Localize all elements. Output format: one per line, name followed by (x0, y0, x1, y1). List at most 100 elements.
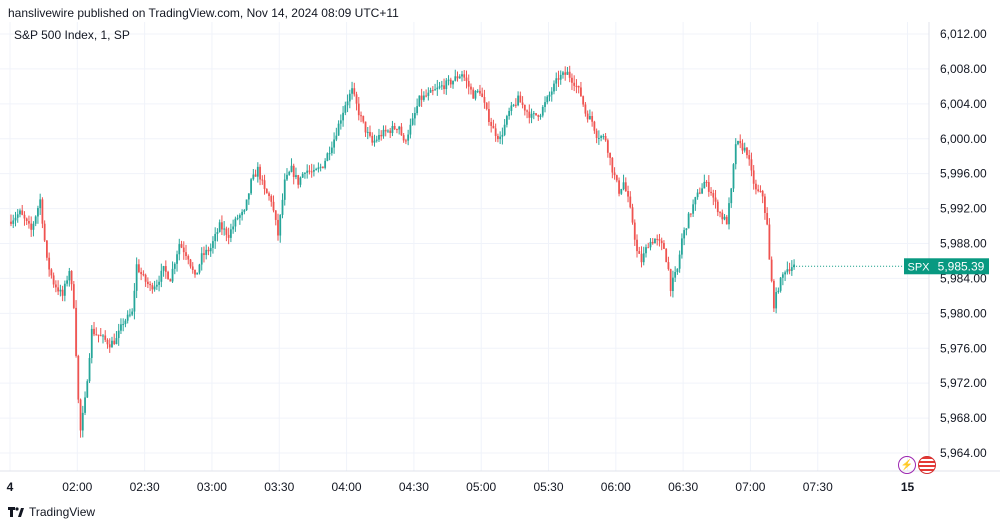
x-tick-label: 05:30 (533, 480, 563, 494)
candle-body (766, 212, 769, 225)
y-tick-label: 5,992.00 (940, 202, 987, 216)
candle-body (582, 96, 585, 105)
candle-body (528, 111, 531, 118)
x-tick-label: 06:00 (601, 480, 631, 494)
candle-body (759, 190, 762, 192)
candle-body (595, 130, 598, 138)
candle-body (667, 262, 670, 270)
candle-body (402, 135, 405, 141)
us-flag-icon[interactable] (918, 456, 936, 474)
x-tick-label: 06:30 (668, 480, 698, 494)
candle-body (663, 243, 665, 249)
last-price-value: 5,985.39 (938, 259, 985, 273)
candle-body (115, 338, 118, 345)
candle-body (70, 271, 73, 285)
candle-body (743, 147, 746, 151)
candle-body (243, 209, 246, 212)
candle-body (530, 113, 533, 118)
brand-name[interactable]: TradingView (29, 505, 96, 519)
candle-body (407, 134, 410, 141)
candle-body (467, 81, 470, 87)
candle-body (63, 283, 66, 296)
candle-body (198, 264, 201, 273)
candle-body (342, 112, 344, 121)
candle-body (508, 111, 511, 117)
candle-body (346, 101, 349, 106)
candle-body (32, 223, 35, 230)
candle-body (440, 85, 443, 87)
candle-body (705, 181, 708, 183)
candle-body (499, 136, 502, 140)
candle-body (46, 240, 48, 258)
candle-body (272, 201, 275, 211)
candle-body (474, 90, 477, 99)
candle-body (629, 196, 632, 208)
candle-body (649, 241, 652, 248)
candle-body (160, 270, 163, 282)
candle-body (786, 269, 789, 273)
x-tick-label: 05:00 (466, 480, 496, 494)
candle-body (225, 228, 228, 235)
candle-body (550, 91, 553, 95)
candle-body (734, 144, 737, 165)
candle-body (149, 284, 152, 286)
candle-body (153, 286, 156, 290)
candle-body (456, 76, 459, 79)
candle-body (330, 147, 333, 154)
candle-body (710, 191, 712, 194)
y-tick-label: 5,984.00 (940, 271, 987, 285)
candle-body (122, 324, 125, 326)
candle-body (155, 284, 158, 287)
candle-body (559, 74, 562, 80)
candle-body (701, 188, 703, 194)
candle-body (212, 241, 214, 248)
candle-body (523, 104, 526, 111)
candle-body (25, 218, 28, 222)
candle-body (274, 210, 277, 220)
candle-body (16, 214, 19, 218)
candle-body (730, 188, 733, 204)
candle-body (252, 174, 255, 180)
candle-body (75, 307, 77, 356)
candle-body (609, 152, 611, 158)
candle-body (694, 197, 697, 205)
tradingview-logo-icon[interactable] (8, 507, 24, 517)
y-tick-label: 6,000.00 (940, 132, 987, 146)
candle-body (739, 141, 742, 144)
candle-body (521, 102, 524, 105)
candle-body (247, 193, 250, 200)
candle-body (748, 155, 751, 160)
candle-body (19, 210, 21, 215)
symbol-tag-text: SPX (907, 261, 930, 273)
candle-body (737, 141, 739, 145)
candle-body (689, 213, 692, 215)
candle-body (245, 199, 248, 210)
candle-body (692, 204, 695, 214)
candle-body (216, 231, 219, 234)
candle-body (286, 174, 288, 180)
x-tick-label: 02:00 (62, 480, 92, 494)
candle-body (371, 135, 374, 143)
candle-body (140, 272, 143, 275)
candle-body (279, 214, 282, 236)
candle-body (458, 76, 461, 79)
candle-body (205, 249, 208, 255)
candle-body (292, 165, 295, 177)
last-price-tag (933, 258, 989, 275)
candle-body (604, 136, 607, 141)
candle-body (187, 256, 190, 260)
x-tick-label: 15 (901, 480, 915, 494)
candle-body (606, 140, 609, 153)
candle-body (642, 253, 645, 263)
chart-grid (0, 22, 929, 471)
candle-body (611, 157, 614, 173)
candle-body (575, 85, 578, 87)
candle-body (546, 96, 549, 103)
candle-body (133, 290, 136, 312)
candle-body (393, 125, 396, 130)
lightning-icon[interactable]: ⚡ (898, 456, 916, 474)
candle-body (631, 207, 634, 223)
candle-body (770, 259, 773, 281)
candle-body (203, 253, 205, 255)
candle-body (577, 85, 580, 88)
